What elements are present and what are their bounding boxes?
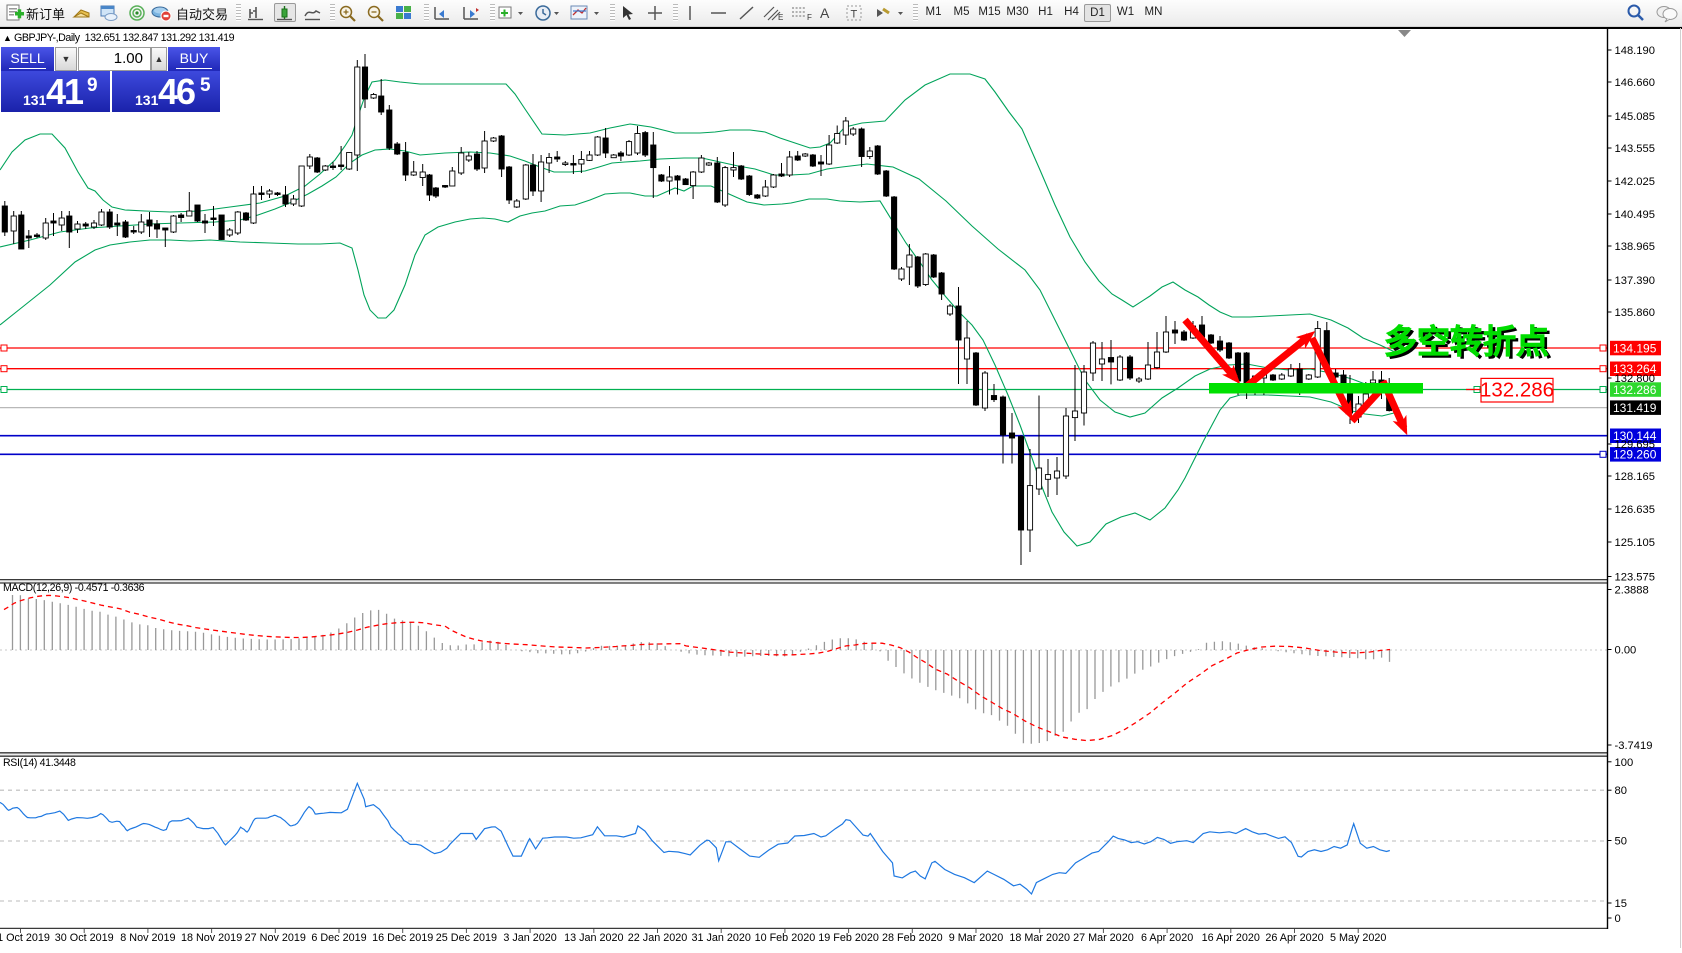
- svg-text:131.419: 131.419: [1613, 401, 1657, 415]
- svg-text:16 Dec 2019: 16 Dec 2019: [372, 932, 433, 944]
- svg-text:148.190: 148.190: [1615, 45, 1655, 57]
- svg-text:8 Nov 2019: 8 Nov 2019: [120, 932, 175, 944]
- svg-text:6 Apr 2020: 6 Apr 2020: [1141, 932, 1193, 944]
- svg-text:146.660: 146.660: [1615, 77, 1655, 89]
- svg-text:123.575: 123.575: [1615, 572, 1655, 584]
- svg-text:132.800: 132.800: [1615, 373, 1655, 385]
- svg-text:-3.7419: -3.7419: [1615, 740, 1653, 752]
- svg-text:5 May 2020: 5 May 2020: [1330, 932, 1386, 944]
- svg-text:134.195: 134.195: [1613, 341, 1657, 355]
- svg-text:80: 80: [1615, 785, 1627, 797]
- svg-text:0: 0: [1615, 913, 1621, 925]
- svg-text:30 Oct 2019: 30 Oct 2019: [55, 932, 114, 944]
- svg-text:E: E: [778, 13, 783, 22]
- svg-text:133.264: 133.264: [1613, 362, 1657, 376]
- svg-text:129.260: 129.260: [1613, 448, 1657, 462]
- svg-text:138.965: 138.965: [1615, 241, 1655, 253]
- svg-text:MACD(12,26,9) -0.4571 -0.3636: MACD(12,26,9) -0.4571 -0.3636: [3, 582, 145, 594]
- svg-text:132.286: 132.286: [1613, 383, 1657, 397]
- svg-text:19 Feb 2020: 19 Feb 2020: [818, 932, 879, 944]
- svg-text:130.144: 130.144: [1613, 429, 1657, 443]
- svg-text:13 Jan 2020: 13 Jan 2020: [564, 932, 623, 944]
- svg-text:126.635: 126.635: [1615, 504, 1655, 516]
- svg-text:18 Nov 2019: 18 Nov 2019: [181, 932, 242, 944]
- svg-text:137.390: 137.390: [1615, 275, 1655, 287]
- svg-text:128.165: 128.165: [1615, 471, 1655, 483]
- svg-text:22 Jan 2020: 22 Jan 2020: [628, 932, 687, 944]
- svg-text:6 Dec 2019: 6 Dec 2019: [311, 932, 366, 944]
- svg-text:26 Apr 2020: 26 Apr 2020: [1265, 932, 1323, 944]
- svg-text:多空转折点: 多空转折点: [1384, 323, 1549, 360]
- svg-text:27 Nov 2019: 27 Nov 2019: [245, 932, 306, 944]
- svg-text:15: 15: [1615, 898, 1627, 910]
- svg-text:16 Apr 2020: 16 Apr 2020: [1202, 932, 1260, 944]
- svg-text:RSI(14) 41.3448: RSI(14) 41.3448: [3, 757, 76, 769]
- svg-text:F: F: [807, 13, 812, 22]
- svg-text:50: 50: [1615, 836, 1627, 848]
- svg-text:T: T: [851, 9, 858, 21]
- svg-text:10 Feb 2020: 10 Feb 2020: [755, 932, 816, 944]
- svg-text:125.105: 125.105: [1615, 537, 1655, 549]
- svg-text:129.695: 129.695: [1615, 439, 1655, 451]
- svg-text:143.555: 143.555: [1615, 143, 1655, 155]
- svg-text:多空转折点: 多空转折点: [1387, 326, 1552, 363]
- svg-text:0.00: 0.00: [1615, 645, 1637, 657]
- svg-text:18 Mar 2020: 18 Mar 2020: [1009, 932, 1070, 944]
- svg-text:142.025: 142.025: [1615, 176, 1655, 188]
- svg-text:135.860: 135.860: [1615, 307, 1655, 319]
- svg-text:3 Jan 2020: 3 Jan 2020: [503, 932, 556, 944]
- svg-text:21 Oct 2019: 21 Oct 2019: [0, 932, 50, 944]
- svg-text:100: 100: [1615, 757, 1634, 769]
- svg-text:28 Feb 2020: 28 Feb 2020: [882, 932, 943, 944]
- svg-text:132.286: 132.286: [1480, 379, 1554, 402]
- svg-text:9 Mar 2020: 9 Mar 2020: [949, 932, 1004, 944]
- svg-text:145.085: 145.085: [1615, 111, 1655, 123]
- svg-text:27 Mar 2020: 27 Mar 2020: [1073, 932, 1134, 944]
- svg-text:2.3888: 2.3888: [1615, 585, 1649, 597]
- svg-text:25 Dec 2019: 25 Dec 2019: [436, 932, 497, 944]
- svg-text:31 Jan 2020: 31 Jan 2020: [691, 932, 750, 944]
- svg-text:140.495: 140.495: [1615, 209, 1655, 221]
